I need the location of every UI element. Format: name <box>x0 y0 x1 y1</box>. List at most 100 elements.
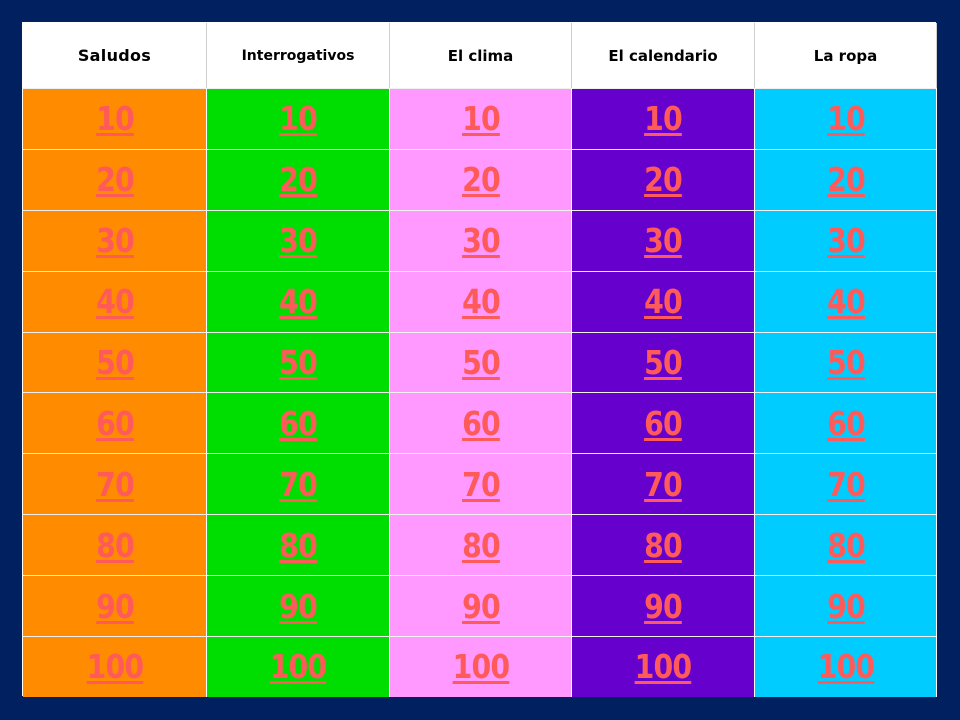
point-value-link[interactable]: 70 <box>95 464 135 504</box>
point-value-link[interactable]: 20 <box>279 160 318 200</box>
point-value-link[interactable]: 30 <box>826 221 866 261</box>
point-value-link[interactable]: 20 <box>95 160 135 200</box>
point-value-link[interactable]: 20 <box>644 160 683 200</box>
point-value-link[interactable]: 30 <box>279 221 318 261</box>
point-value-link[interactable]: 100 <box>817 647 875 687</box>
question-cell[interactable]: 80 <box>390 514 572 576</box>
point-value-link[interactable]: 40 <box>279 282 318 322</box>
question-cell[interactable]: 90 <box>390 575 572 637</box>
question-cell[interactable]: 50 <box>390 331 572 393</box>
point-value-link[interactable]: 40 <box>826 282 866 322</box>
question-cell[interactable]: 30 <box>207 209 390 271</box>
point-value-link[interactable]: 50 <box>461 343 501 382</box>
point-value-link[interactable]: 70 <box>279 464 318 504</box>
point-value-link[interactable]: 70 <box>644 464 683 504</box>
question-cell[interactable]: 60 <box>390 392 572 454</box>
question-cell[interactable]: 90 <box>207 575 390 637</box>
point-value-link[interactable]: 40 <box>95 282 135 322</box>
question-cell[interactable]: 20 <box>23 148 207 210</box>
question-cell[interactable]: 20 <box>755 148 937 210</box>
question-cell[interactable]: 80 <box>23 514 207 576</box>
point-value-link[interactable]: 20 <box>826 160 866 200</box>
question-cell[interactable]: 80 <box>207 514 390 576</box>
question-cell[interactable]: 50 <box>23 331 207 393</box>
question-cell[interactable]: 40 <box>572 270 755 332</box>
question-cell[interactable]: 40 <box>755 270 937 332</box>
point-value-link[interactable]: 80 <box>95 525 135 565</box>
question-cell[interactable]: 60 <box>23 392 207 454</box>
point-value-link[interactable]: 20 <box>461 160 501 200</box>
point-value-link[interactable]: 80 <box>644 525 683 565</box>
point-value-link[interactable]: 100 <box>269 647 328 687</box>
point-value-link[interactable]: 60 <box>461 403 501 443</box>
point-value-link[interactable]: 10 <box>95 99 135 139</box>
question-cell[interactable]: 90 <box>755 575 937 637</box>
point-value-link[interactable]: 10 <box>461 99 501 139</box>
question-cell[interactable]: 70 <box>23 453 207 515</box>
question-cell[interactable]: 10 <box>755 88 937 149</box>
point-value-link[interactable]: 90 <box>95 586 135 626</box>
point-value-link[interactable]: 70 <box>461 464 501 504</box>
question-cell[interactable]: 100 <box>390 636 572 697</box>
question-cell[interactable]: 20 <box>572 148 755 210</box>
question-cell[interactable]: 90 <box>572 575 755 637</box>
question-cell[interactable]: 30 <box>572 209 755 271</box>
point-value-link[interactable]: 80 <box>826 525 866 565</box>
point-value-link[interactable]: 50 <box>826 343 866 382</box>
question-cell[interactable]: 10 <box>390 88 572 149</box>
question-cell[interactable]: 100 <box>755 636 937 697</box>
point-value-link[interactable]: 60 <box>826 403 866 443</box>
question-cell[interactable]: 70 <box>207 453 390 515</box>
point-value-link[interactable]: 30 <box>644 221 683 261</box>
point-value-link[interactable]: 80 <box>279 525 318 565</box>
point-value-link[interactable]: 40 <box>461 282 501 322</box>
point-value-link[interactable]: 10 <box>279 99 318 139</box>
question-cell[interactable]: 10 <box>23 88 207 149</box>
question-cell[interactable]: 40 <box>390 270 572 332</box>
point-value-link[interactable]: 100 <box>86 647 144 687</box>
point-value-link[interactable]: 100 <box>634 647 693 687</box>
question-cell[interactable]: 50 <box>207 331 390 393</box>
question-cell[interactable]: 100 <box>572 636 755 697</box>
point-value-link[interactable]: 10 <box>826 99 866 139</box>
point-value-link[interactable]: 90 <box>279 586 318 626</box>
question-cell[interactable]: 90 <box>23 575 207 637</box>
point-value-link[interactable]: 50 <box>644 343 683 382</box>
point-value-link[interactable]: 70 <box>826 464 866 504</box>
question-cell[interactable]: 10 <box>207 88 390 149</box>
point-value-link[interactable]: 60 <box>279 403 318 443</box>
point-value-link[interactable]: 40 <box>644 282 683 322</box>
point-value-link[interactable]: 100 <box>452 647 510 687</box>
question-cell[interactable]: 70 <box>755 453 937 515</box>
point-value-link[interactable]: 60 <box>95 403 135 443</box>
point-value-link[interactable]: 60 <box>644 403 683 443</box>
question-cell[interactable]: 60 <box>207 392 390 454</box>
point-value-link[interactable]: 80 <box>461 525 501 565</box>
question-cell[interactable]: 50 <box>572 331 755 393</box>
question-cell[interactable]: 20 <box>207 148 390 210</box>
question-cell[interactable]: 60 <box>755 392 937 454</box>
question-cell[interactable]: 30 <box>755 209 937 271</box>
point-value-link[interactable]: 90 <box>461 586 501 626</box>
question-cell[interactable]: 80 <box>755 514 937 576</box>
question-cell[interactable]: 100 <box>23 636 207 697</box>
question-cell[interactable]: 70 <box>390 453 572 515</box>
question-cell[interactable]: 30 <box>390 209 572 271</box>
question-cell[interactable]: 10 <box>572 88 755 149</box>
question-cell[interactable]: 40 <box>23 270 207 332</box>
point-value-link[interactable]: 30 <box>461 221 501 261</box>
point-value-link[interactable]: 90 <box>826 586 866 626</box>
point-value-link[interactable]: 30 <box>95 221 135 261</box>
question-cell[interactable]: 20 <box>390 148 572 210</box>
question-cell[interactable]: 30 <box>23 209 207 271</box>
point-value-link[interactable]: 90 <box>644 586 683 626</box>
point-value-link[interactable]: 10 <box>644 99 683 139</box>
question-cell[interactable]: 80 <box>572 514 755 576</box>
question-cell[interactable]: 60 <box>572 392 755 454</box>
question-cell[interactable]: 40 <box>207 270 390 332</box>
point-value-link[interactable]: 50 <box>95 343 135 382</box>
question-cell[interactable]: 50 <box>755 331 937 393</box>
point-value-link[interactable]: 50 <box>279 343 318 382</box>
question-cell[interactable]: 100 <box>207 636 390 697</box>
question-cell[interactable]: 70 <box>572 453 755 515</box>
